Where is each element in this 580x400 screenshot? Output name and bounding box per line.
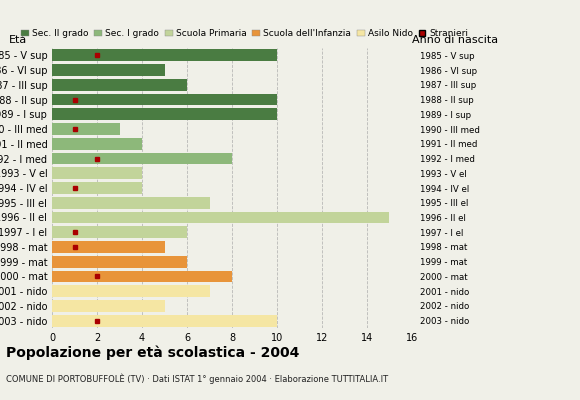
Bar	[52, 138, 142, 150]
Bar	[52, 153, 232, 164]
Bar	[52, 212, 389, 223]
Bar	[52, 241, 165, 253]
Bar	[52, 79, 187, 91]
Bar	[52, 226, 187, 238]
Bar	[52, 300, 165, 312]
Bar	[52, 315, 277, 326]
Bar	[52, 108, 277, 120]
Bar	[52, 197, 209, 209]
Bar	[52, 50, 277, 61]
Legend: Sec. II grado, Sec. I grado, Scuola Primaria, Scuola dell'Infanzia, Asilo Nido, : Sec. II grado, Sec. I grado, Scuola Prim…	[21, 29, 469, 38]
Bar	[52, 256, 187, 268]
Text: Età: Età	[9, 35, 27, 45]
Bar	[52, 285, 209, 297]
Bar	[52, 94, 277, 106]
Bar	[52, 182, 142, 194]
Bar	[52, 123, 119, 135]
Text: Popolazione per età scolastica - 2004: Popolazione per età scolastica - 2004	[6, 346, 299, 360]
Bar	[52, 64, 165, 76]
Text: COMUNE DI PORTOBUFFOLÈ (TV) · Dati ISTAT 1° gennaio 2004 · Elaborazione TUTTITAL: COMUNE DI PORTOBUFFOLÈ (TV) · Dati ISTAT…	[6, 374, 388, 384]
Bar	[52, 270, 232, 282]
Text: Anno di nascita: Anno di nascita	[412, 35, 498, 45]
Bar	[52, 167, 142, 179]
